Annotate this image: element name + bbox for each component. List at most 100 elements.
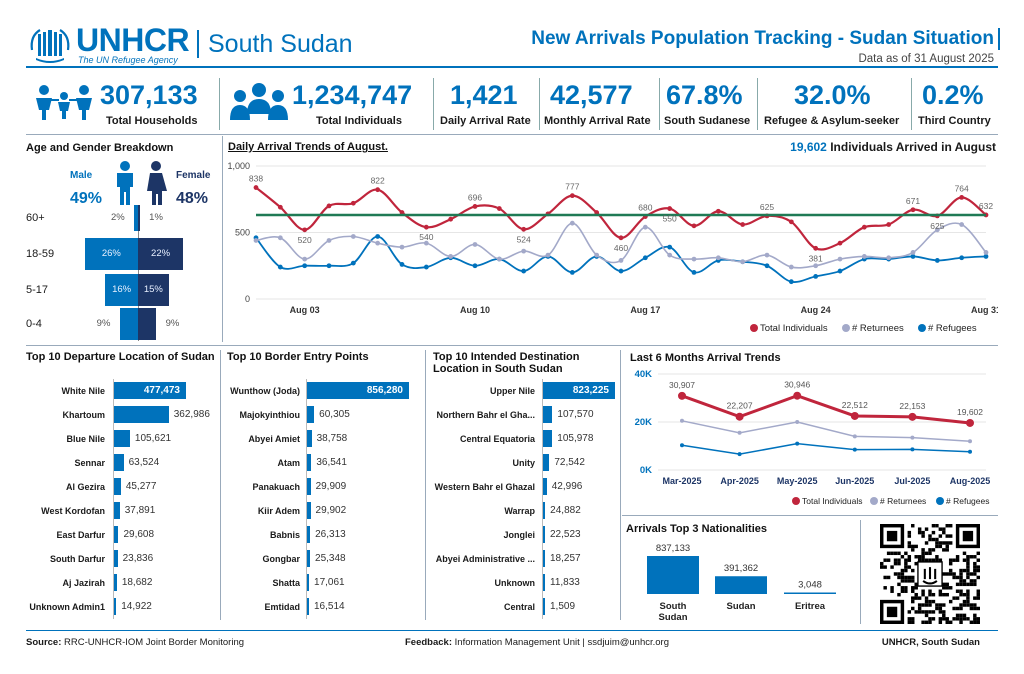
legend-marker bbox=[792, 497, 800, 505]
data-point bbox=[472, 204, 478, 209]
data-point bbox=[910, 207, 916, 213]
qr-module bbox=[955, 606, 960, 611]
qr-module bbox=[907, 565, 912, 569]
qr-module bbox=[904, 551, 908, 556]
data-point bbox=[715, 208, 721, 214]
male-female-icon bbox=[117, 161, 167, 205]
bar bbox=[543, 598, 545, 615]
qr-module bbox=[969, 603, 974, 607]
qr-module bbox=[973, 596, 977, 600]
qr-module bbox=[945, 592, 949, 597]
qr-module bbox=[966, 617, 970, 621]
x-tick-label: Apr-2025 bbox=[720, 476, 759, 486]
qr-module bbox=[904, 558, 908, 562]
qr-module bbox=[907, 530, 912, 535]
data-point bbox=[618, 235, 624, 241]
data-point bbox=[350, 234, 356, 239]
footer-org: UNHCR, South Sudan bbox=[881, 637, 980, 648]
qr-module bbox=[914, 596, 918, 600]
qr-module bbox=[966, 582, 970, 587]
category-label: Kiir Adem bbox=[257, 506, 300, 516]
bar bbox=[543, 550, 545, 567]
qr-module bbox=[911, 579, 915, 583]
data-label: 822 bbox=[371, 176, 385, 186]
data-point bbox=[737, 452, 742, 457]
qr-module bbox=[931, 599, 936, 604]
unhcr-logo: UNHCR The UN Refugee Agency bbox=[28, 22, 198, 66]
qr-module bbox=[966, 592, 970, 597]
qr-module bbox=[900, 586, 905, 590]
data-point bbox=[667, 244, 673, 250]
qr-module bbox=[911, 568, 915, 573]
y-tick-label: 20K bbox=[635, 417, 653, 428]
data-point bbox=[667, 206, 673, 211]
qr-module bbox=[945, 586, 949, 590]
data-label: 838 bbox=[249, 174, 263, 184]
qr-module bbox=[945, 544, 949, 549]
qr-module bbox=[962, 613, 967, 618]
kpi-monthly: 42,577 Monthly Arrival Rate bbox=[542, 78, 660, 130]
qr-module bbox=[969, 620, 974, 624]
qr-module bbox=[928, 537, 932, 542]
category-label: Gongbar bbox=[262, 554, 301, 564]
data-point bbox=[788, 264, 794, 270]
data-point bbox=[496, 256, 502, 262]
country-name: South Sudan bbox=[208, 30, 353, 58]
bar bbox=[307, 454, 312, 471]
bar bbox=[307, 382, 409, 399]
qr-module bbox=[952, 617, 956, 621]
data-point bbox=[852, 447, 857, 452]
qr-module bbox=[914, 544, 918, 549]
bar-value-label: 18,257 bbox=[550, 553, 581, 564]
qr-module bbox=[938, 606, 943, 611]
bar-value-label: 29,909 bbox=[315, 481, 347, 492]
qr-module bbox=[921, 534, 925, 538]
qr-module bbox=[880, 565, 884, 569]
qr-module bbox=[952, 572, 956, 576]
qr-module bbox=[900, 572, 905, 576]
qr-module bbox=[907, 575, 912, 580]
category-label: Sudan bbox=[726, 601, 755, 612]
data-point bbox=[448, 216, 454, 222]
age-group-label: 0-4 bbox=[26, 318, 42, 330]
data-point bbox=[861, 254, 867, 259]
qr-module bbox=[911, 606, 915, 611]
qr-module bbox=[976, 558, 980, 562]
six-month-chart: 0K 20K 40K Mar-2025 Apr-2025 May-2025 Jun-2025… bbox=[635, 369, 991, 506]
data-point bbox=[966, 418, 974, 427]
category-label: Aj Jazirah bbox=[62, 578, 105, 588]
data-point bbox=[886, 255, 892, 261]
kpi-individuals: 1,234,747 Total Individuals bbox=[224, 78, 434, 130]
x-tick-label: Mar-2025 bbox=[662, 476, 701, 486]
kpi-daily: 1,421 Daily Arrival Rate bbox=[436, 78, 540, 130]
qr-module bbox=[973, 565, 977, 569]
data-point bbox=[521, 268, 527, 274]
male-bar bbox=[105, 274, 138, 306]
qr-module bbox=[973, 606, 977, 611]
data-point bbox=[680, 443, 684, 448]
qr-module bbox=[959, 592, 963, 597]
qr-module bbox=[931, 617, 936, 621]
female-bar bbox=[138, 308, 157, 340]
bar-value-label: 856,280 bbox=[366, 385, 403, 396]
qr-module bbox=[886, 558, 891, 562]
qr-module bbox=[959, 617, 963, 621]
y-tick-label: 1,000 bbox=[227, 161, 250, 171]
kpi-monthly-value: 42,577 bbox=[550, 80, 633, 110]
qr-code-icon[interactable] bbox=[880, 524, 980, 624]
legend-label: # Returnees bbox=[880, 496, 926, 506]
qr-module bbox=[886, 575, 891, 580]
data-point bbox=[740, 222, 746, 227]
data-point bbox=[886, 222, 892, 227]
qr-module bbox=[966, 575, 970, 580]
legend-label: Total Individuals bbox=[802, 496, 862, 506]
qr-module bbox=[900, 568, 905, 573]
category-label: Jonglei bbox=[503, 530, 535, 540]
category-label: Western Bahr el Ghazal bbox=[434, 482, 535, 492]
category-label: Al Gezira bbox=[65, 482, 105, 492]
bar bbox=[114, 382, 186, 399]
qr-module bbox=[976, 620, 980, 624]
qr-module bbox=[959, 579, 963, 583]
qr-module bbox=[938, 620, 943, 624]
category-label: Atam bbox=[277, 458, 300, 468]
